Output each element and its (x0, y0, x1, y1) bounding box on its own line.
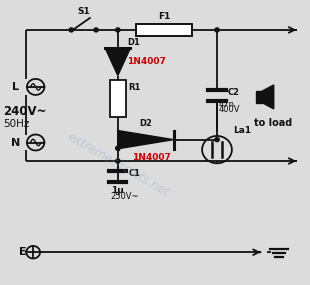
Text: E: E (20, 247, 27, 257)
Text: to load: to load (254, 117, 292, 128)
Polygon shape (256, 91, 262, 103)
Text: L: L (12, 82, 19, 92)
Circle shape (116, 28, 120, 32)
Text: D1: D1 (127, 38, 140, 47)
Text: 680k: 680k (113, 88, 122, 109)
Bar (110, 80, 126, 117)
Circle shape (116, 159, 120, 163)
Text: 1N4007: 1N4007 (132, 153, 171, 162)
Text: D2: D2 (139, 119, 152, 128)
Text: 1N4007: 1N4007 (127, 57, 166, 66)
Circle shape (69, 28, 73, 32)
Text: extremecircuits.net: extremecircuits.net (64, 131, 171, 200)
Text: 50Hz: 50Hz (3, 119, 29, 129)
Text: F1: F1 (158, 12, 170, 21)
Bar (136, 23, 192, 36)
Circle shape (215, 138, 219, 142)
Polygon shape (262, 85, 274, 109)
Text: 240V~: 240V~ (3, 105, 46, 118)
Text: 400V: 400V (219, 105, 240, 114)
Text: 250V~: 250V~ (111, 192, 139, 201)
Circle shape (215, 28, 219, 32)
Text: 47n: 47n (219, 99, 235, 109)
Text: La1: La1 (233, 125, 251, 135)
Text: C2: C2 (228, 88, 240, 97)
Circle shape (94, 28, 98, 32)
Text: R1: R1 (129, 83, 141, 92)
Text: S1: S1 (77, 7, 90, 16)
Circle shape (116, 146, 120, 150)
Text: N: N (11, 137, 20, 148)
Polygon shape (105, 48, 130, 76)
Text: C1: C1 (129, 169, 141, 178)
Polygon shape (118, 131, 174, 149)
Text: 1μ: 1μ (111, 186, 124, 195)
